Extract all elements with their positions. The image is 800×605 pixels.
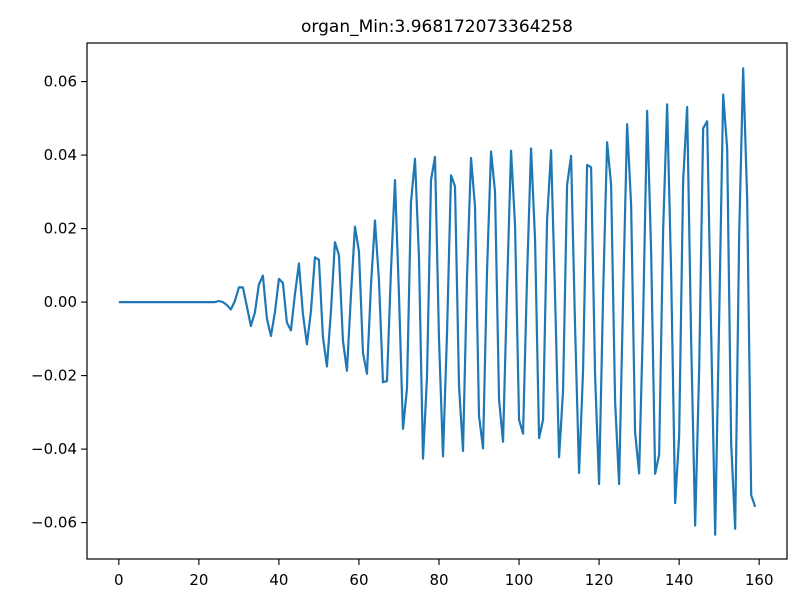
x-tick-label: 60	[349, 571, 368, 589]
x-axis-ticks: 0 20 40 60 80 100 120 140 160	[114, 559, 774, 589]
x-tick-label: 120	[585, 571, 614, 589]
y-tick-label: 0.02	[44, 220, 77, 238]
x-tick-label: 160	[745, 571, 774, 589]
x-tick-label: 80	[429, 571, 448, 589]
y-tick-label: −0.02	[31, 367, 77, 385]
x-tick-label: 0	[114, 571, 124, 589]
series-line	[118, 67, 757, 536]
x-tick-label: 40	[269, 571, 288, 589]
y-tick-label: 0.04	[44, 146, 77, 164]
chart-title: organ_Min:3.968172073364258	[301, 17, 573, 37]
x-tick-label: 100	[505, 571, 534, 589]
plot-frame	[86, 42, 788, 560]
y-tick-label: 0.06	[44, 73, 77, 91]
y-tick-label: −0.06	[31, 514, 77, 532]
x-tick-label: 140	[665, 571, 694, 589]
y-axis-ticks: −0.06 −0.04 −0.02 0.00 0.02 0.04 0.06	[31, 73, 87, 532]
x-tick-label: 20	[189, 571, 208, 589]
y-tick-label: −0.04	[31, 440, 77, 458]
y-tick-label: 0.00	[44, 293, 77, 311]
